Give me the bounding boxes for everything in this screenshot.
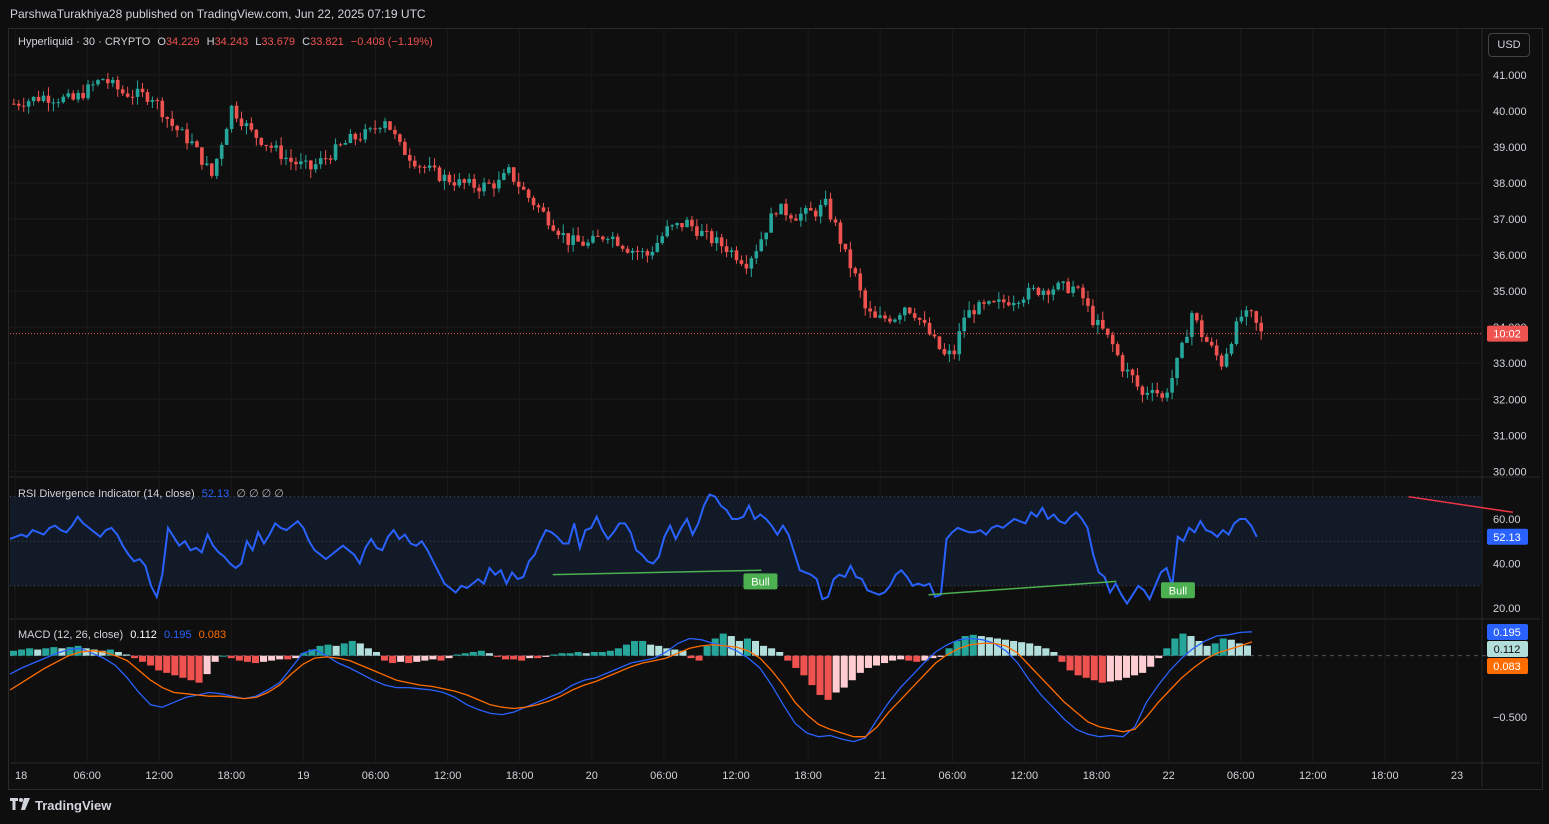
symbol-label[interactable]: Hyperliquid · 30 · CRYPTO	[18, 36, 151, 48]
macd-title[interactable]: MACD (12, 26, close)	[18, 629, 124, 641]
rsi-title[interactable]: RSI Divergence Indicator (14, close)	[18, 488, 195, 500]
currency-button[interactable]: USD	[1488, 33, 1530, 57]
high-value: 34.243	[214, 36, 249, 48]
low-value: 33.679	[261, 36, 296, 48]
low-label: L	[255, 36, 262, 48]
rsi-value: 52.13	[201, 488, 230, 500]
macd-legend: MACD (12, 26, close) 0.112 0.195 0.083	[18, 629, 230, 641]
macd-hist-value: 0.083	[198, 629, 227, 641]
rsi-extras: ∅ ∅ ∅ ∅	[236, 488, 284, 500]
brand-label: TradingView	[35, 798, 112, 813]
close-value: 33.821	[310, 36, 344, 48]
change-value: −0.408 (−1.19%)	[350, 36, 433, 48]
macd-value: 0.112	[130, 629, 157, 641]
close-label: C	[302, 36, 311, 48]
open-value: 34.229	[165, 36, 200, 48]
price-legend: Hyperliquid · 30 · CRYPTO O34.229 H34.24…	[18, 36, 437, 48]
tradingview-logo-icon	[10, 798, 30, 813]
chart-frame[interactable]	[8, 28, 1543, 790]
high-label: H	[206, 36, 215, 48]
publisher-credit: ParshwaTurakhiya28 published on TradingV…	[10, 7, 426, 21]
rsi-legend: RSI Divergence Indicator (14, close) 52.…	[18, 487, 288, 500]
macd-signal-value: 0.195	[164, 629, 192, 641]
open-label: O	[157, 36, 166, 48]
tradingview-brand[interactable]: TradingView	[10, 798, 111, 813]
